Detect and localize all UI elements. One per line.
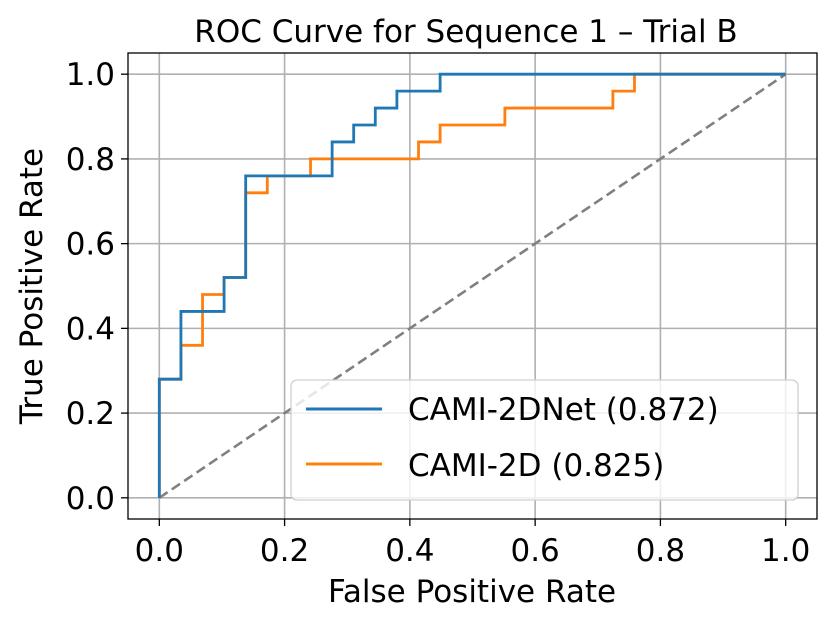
y-tick-label: 0.6: [66, 227, 115, 263]
y-tick-label: 0.8: [66, 142, 115, 178]
y-tick-label: 1.0: [66, 57, 115, 93]
x-tick-label: 0.8: [636, 533, 685, 569]
y-tick-label: 0.0: [66, 481, 115, 517]
x-tick-label: 0.0: [135, 533, 184, 569]
legend-label-cami-2dnet: CAMI-2DNet (0.872): [408, 392, 719, 428]
legend: CAMI-2DNet (0.872) CAMI-2D (0.825): [290, 379, 799, 501]
x-tick-label: 0.4: [385, 533, 434, 569]
legend-box: [290, 379, 799, 501]
axis-ticks: 0.0 0.2 0.4 0.6 0.8 1.0 0.0 0.2 0.4 0.6 0.8 1.0: [66, 57, 811, 569]
series-line-cami-2dnet: [157, 72, 786, 498]
y-axis-label: True Positive Rate: [14, 148, 50, 425]
x-tick-label: 0.6: [510, 533, 559, 569]
grid: [128, 53, 817, 519]
x-axis-label: False Positive Rate: [328, 574, 616, 610]
series-lines: [157, 72, 787, 499]
y-tick-label: 0.4: [66, 311, 115, 347]
plot-frame: [127, 52, 818, 520]
y-tick-label: 0.2: [66, 396, 115, 432]
legend-label-cami-2d: CAMI-2D (0.825): [408, 448, 664, 484]
chance-diagonal-line: [158, 73, 787, 499]
chart-title: ROC Curve for Sequence 1 – Trial B: [194, 14, 737, 50]
x-tick-label: 0.2: [260, 533, 309, 569]
x-tick-label: 1.0: [761, 533, 810, 569]
